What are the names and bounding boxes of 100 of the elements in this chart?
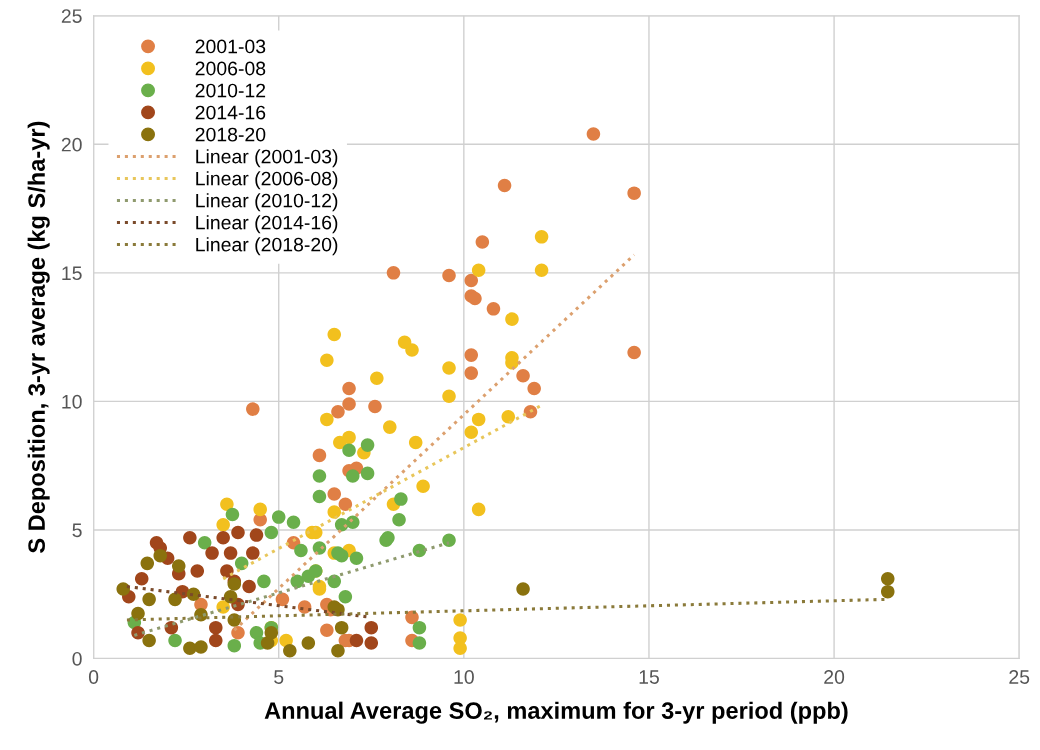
point (283, 644, 297, 658)
point (264, 626, 279, 640)
x-tick-label: 0 (88, 670, 99, 684)
point (246, 546, 260, 560)
point (331, 404, 345, 419)
point (392, 512, 406, 527)
legend-label: Linear (2001-03) (196, 149, 338, 168)
point (234, 556, 249, 571)
legend-label: 2001-03 (195, 39, 266, 54)
point (327, 327, 342, 342)
point (242, 579, 256, 594)
point (231, 626, 245, 640)
point (364, 636, 379, 650)
point (368, 399, 382, 414)
point (516, 582, 530, 596)
point (370, 371, 384, 386)
point (227, 638, 242, 653)
point (331, 644, 345, 658)
point (190, 564, 205, 578)
point (442, 389, 456, 404)
legend-label: 2018-20 (195, 127, 266, 142)
y-tick-label: 5 (72, 523, 82, 538)
point (216, 518, 230, 532)
point (881, 584, 895, 599)
point (275, 592, 290, 607)
point (320, 412, 334, 427)
legend-label: 2006-08 (195, 61, 266, 76)
point (516, 368, 530, 383)
point (383, 420, 397, 434)
point (346, 469, 360, 483)
point (253, 502, 267, 517)
point (286, 515, 301, 530)
point (320, 623, 334, 637)
x-tick-label: 20 (824, 670, 845, 684)
point (464, 425, 479, 440)
legend-label: 2010-12 (195, 83, 266, 98)
point (468, 291, 482, 306)
y-tick-label: 25 (61, 9, 82, 23)
point (412, 620, 427, 635)
point (412, 636, 427, 650)
point (183, 530, 197, 545)
legend-label: Linear (2006-08) (196, 171, 338, 190)
point (464, 366, 479, 380)
point (534, 230, 549, 244)
point (140, 556, 155, 571)
point (627, 186, 641, 200)
point (327, 487, 342, 501)
y-tick-label: 20 (61, 137, 82, 152)
point (312, 489, 327, 504)
point (453, 641, 467, 655)
point (142, 633, 156, 648)
point (327, 600, 342, 614)
point (134, 572, 149, 586)
point (534, 263, 549, 278)
point (220, 564, 234, 578)
point (338, 497, 353, 512)
y-tick-label: 15 (62, 266, 82, 281)
point (405, 343, 419, 357)
point (349, 551, 364, 565)
legend-label: Linear (2010-12) (196, 193, 338, 212)
point (349, 633, 364, 648)
point (881, 572, 895, 586)
point (475, 235, 490, 249)
legend-label: Linear (2018-20) (196, 237, 338, 256)
point (471, 412, 486, 427)
point (312, 469, 327, 483)
point (394, 492, 408, 506)
point (246, 402, 260, 416)
point (627, 345, 641, 360)
point (327, 505, 342, 519)
point (501, 410, 516, 424)
point (194, 640, 208, 654)
point (271, 510, 286, 524)
point (342, 381, 356, 396)
point (586, 127, 601, 141)
point (333, 435, 347, 450)
point (464, 273, 479, 288)
point (334, 620, 349, 635)
point (197, 536, 212, 550)
point (301, 636, 316, 650)
point (209, 620, 223, 635)
point (225, 507, 240, 522)
point (464, 348, 479, 362)
point (294, 543, 308, 558)
point (223, 546, 238, 560)
point (216, 530, 230, 545)
point (471, 263, 486, 278)
point (153, 548, 168, 563)
point (257, 574, 271, 589)
point (205, 546, 219, 560)
point (312, 448, 327, 463)
point (416, 479, 430, 494)
point (116, 582, 130, 596)
y-tick-label: 10 (62, 394, 82, 409)
x-tick-label: 10 (454, 670, 474, 684)
point (131, 606, 145, 621)
x-tick-label: 15 (639, 670, 659, 684)
point (471, 502, 486, 517)
point (338, 590, 353, 604)
point (442, 268, 456, 283)
